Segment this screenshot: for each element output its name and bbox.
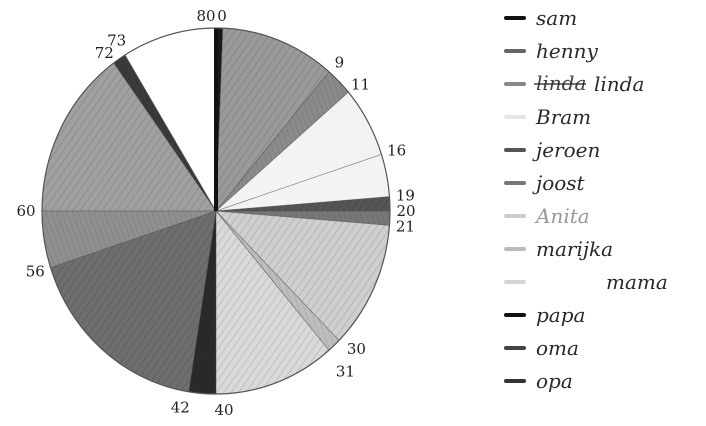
- scale-tick-label: 30: [347, 340, 366, 358]
- slice-boundary-line: [124, 54, 217, 212]
- legend-label-mama: mama: [606, 270, 668, 294]
- slice-boundary-line: [113, 62, 217, 212]
- legend-label-sam: sam: [536, 6, 577, 30]
- scale-tick-label: 72: [95, 44, 114, 62]
- slice-boundary-line: [215, 71, 330, 212]
- slice-boundary-line: [215, 196, 390, 212]
- scale-tick-label: 80: [196, 7, 215, 25]
- scale-tick-label: 31: [336, 362, 355, 380]
- scale-tick-label: 56: [26, 262, 45, 280]
- pencil-hatch-opa: [41, 211, 217, 268]
- pie-slice-blank: [125, 28, 216, 211]
- legend-label-marijka: marijka: [536, 237, 613, 261]
- slice-boundary-line: [215, 210, 330, 351]
- pie-slice-bram: [216, 92, 382, 211]
- slice-boundary-line: [215, 210, 340, 341]
- legend-label-anita: Anita: [534, 204, 590, 228]
- legend-label-linda: linda: [594, 72, 644, 96]
- legend-label-jeroen: jeroen: [532, 138, 600, 162]
- pencil-hatch-opa: [113, 55, 216, 211]
- legend-label-bram: Bram: [535, 105, 591, 129]
- slice-boundary-line: [215, 154, 382, 212]
- scale-tick-label: 20: [396, 202, 415, 220]
- scale-tick-label: 16: [387, 142, 406, 160]
- pencil-hatch-anita: [216, 211, 390, 341]
- scale-tick-label: 21: [396, 217, 415, 235]
- scale-tick-label: 9: [335, 54, 345, 72]
- pencil-hatch-linda: [216, 71, 349, 211]
- legend-label-henny: henny: [536, 39, 598, 63]
- slice-boundary-line: [215, 91, 349, 212]
- legend-label-oma: oma: [536, 336, 579, 360]
- pencil-hatch-marijka: [216, 211, 339, 351]
- pencil-hatch-opa: [41, 62, 217, 212]
- slice-boundary-line: [215, 210, 390, 226]
- pencil-hatch-oma: [50, 211, 216, 392]
- pencil-hatch-henny: [216, 28, 329, 211]
- scale-tick-label: 0: [217, 7, 227, 25]
- pencil-hatching: [41, 27, 391, 394]
- legend-label-joost: joost: [532, 171, 586, 195]
- scale-tick-label: 73: [107, 32, 126, 50]
- legend-label-papa: papa: [536, 303, 585, 327]
- pie-slice-jeroen: [216, 154, 390, 211]
- slice-boundary-line: [188, 210, 217, 392]
- pencil-hatch-mama: [216, 211, 329, 394]
- scale-tick-label: 40: [214, 401, 233, 419]
- slice-boundary-line: [50, 210, 217, 268]
- legend-crossed-out-word: linda: [536, 71, 586, 95]
- legend-label-opa: opa: [536, 369, 573, 393]
- pie-outline: [41, 27, 391, 395]
- scale-tick-label: 19: [396, 187, 415, 205]
- scale-tick-label: 60: [16, 202, 35, 220]
- scale-tick-label: 11: [351, 75, 370, 93]
- scale-tick-label: 42: [171, 399, 190, 417]
